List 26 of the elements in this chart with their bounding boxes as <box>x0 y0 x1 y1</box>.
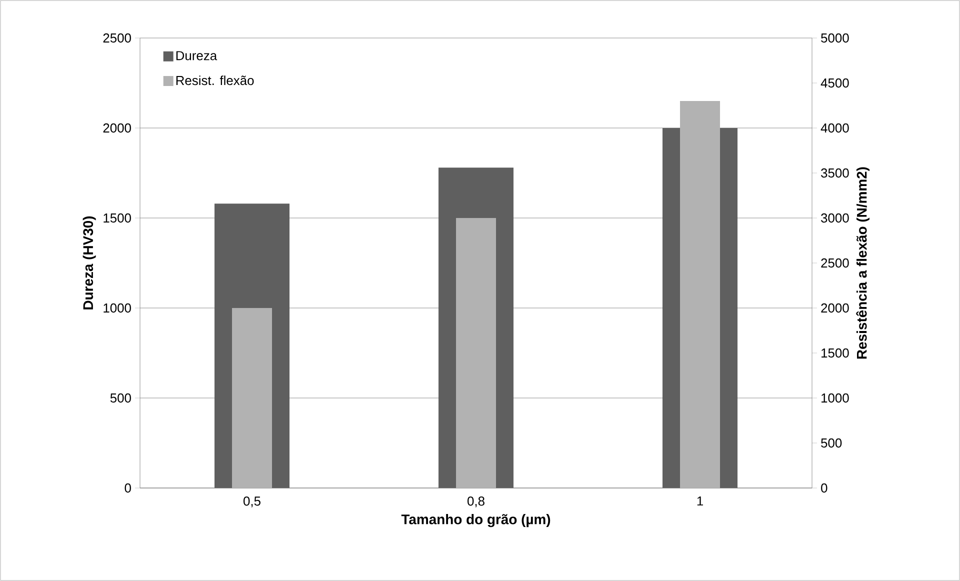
y2-tick-label: 3000 <box>821 213 849 223</box>
y-tick-label: 2000 <box>103 123 131 133</box>
bar <box>232 308 272 488</box>
y2-tick-label: 500 <box>821 438 842 448</box>
y-tick-label: 500 <box>110 393 131 403</box>
y2-tick-label: 5000 <box>821 33 849 43</box>
y2-tick-label: 1000 <box>822 393 849 403</box>
x-tick-label: 1 <box>697 496 703 506</box>
legend-label: Resist. flexão <box>176 76 254 86</box>
y2-tick-label: 1500 <box>822 348 849 358</box>
y2-tick-label: 4000 <box>820 123 849 133</box>
y2-tick-label: 2000 <box>821 303 849 313</box>
y-tick-label: 0 <box>124 483 131 493</box>
y-tick-label: 1000 <box>104 303 131 313</box>
y-tick-label: 1500 <box>104 213 131 223</box>
y2-tick-label: 3500 <box>821 168 849 178</box>
x-axis-title: Tamanho do grão (µm) <box>401 514 550 528</box>
legend-label: Dureza <box>176 51 218 60</box>
y2-axis-title: Resistência a flexão (N/mm2) <box>856 167 870 359</box>
y2-tick-label: 2500 <box>821 258 849 268</box>
y-tick-label: 2500 <box>103 33 131 43</box>
y-axis-title: Dureza (HV30) <box>82 216 96 310</box>
y2-tick-label: 4500 <box>820 78 849 88</box>
y2-tick-label: 0 <box>821 483 828 493</box>
x-tick-label: 0,5 <box>244 496 260 508</box>
x-tick-label: 0,8 <box>468 496 484 508</box>
